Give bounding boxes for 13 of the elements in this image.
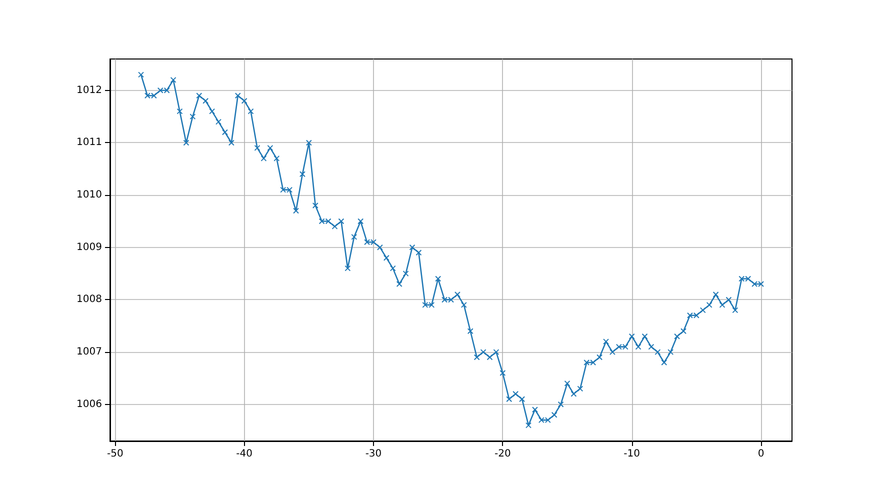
x-tick-label: 0	[758, 448, 764, 460]
x-tick-label: -40	[236, 448, 253, 460]
y-tick-label: 1010	[76, 190, 102, 201]
y-tick-label: 1007	[76, 346, 102, 358]
y-tick-label: 1009	[76, 242, 102, 253]
x-tick-label: -10	[624, 448, 640, 460]
y-tick-label: 1012	[76, 84, 102, 96]
x-tick-label: -50	[106, 448, 124, 460]
y-tick-label: 1011	[76, 137, 102, 148]
y-tick-label: 1006	[76, 398, 102, 410]
x-tick-label: -30	[365, 448, 382, 460]
y-tick-label: 1008	[76, 294, 102, 306]
x-tick-label: -20	[494, 448, 511, 460]
